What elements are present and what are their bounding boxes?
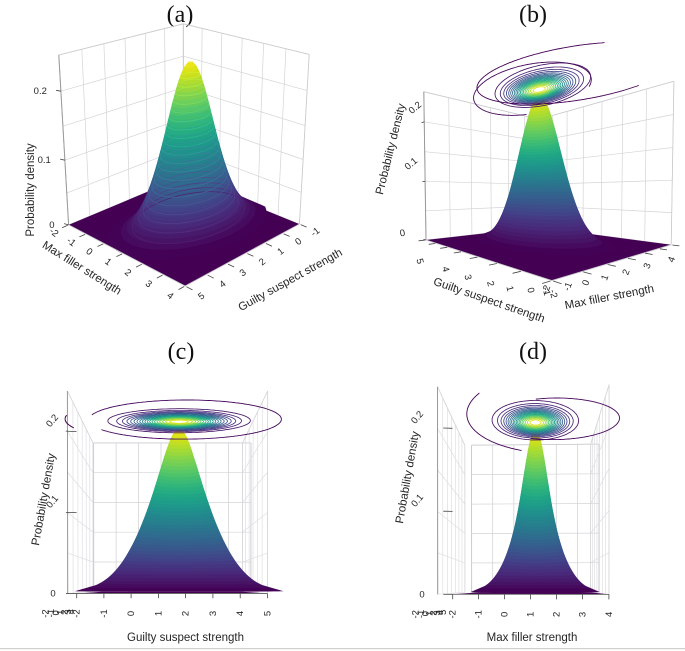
svg-text:2: 2 (181, 611, 192, 616)
svg-text:5: 5 (413, 257, 425, 265)
svg-text:-1: -1 (474, 610, 485, 618)
svg-text:-1: -1 (46, 609, 57, 617)
svg-text:1: 1 (503, 285, 515, 293)
svg-text:4: 4 (439, 265, 451, 273)
svg-text:4: 4 (217, 279, 228, 291)
svg-text:3: 3 (461, 273, 473, 281)
svg-text:-2: -2 (547, 288, 560, 299)
svg-text:0: 0 (51, 610, 62, 615)
svg-text:2: 2 (620, 268, 632, 277)
svg-text:5: 5 (438, 610, 449, 615)
svg-text:1: 1 (102, 256, 113, 268)
svg-text:-1: -1 (64, 235, 77, 249)
svg-text:0: 0 (126, 611, 137, 616)
svg-text:0: 0 (421, 611, 432, 616)
svg-text:Guilty suspect strength: Guilty suspect strength (236, 247, 344, 314)
svg-text:0: 0 (84, 246, 95, 258)
svg-text:1: 1 (599, 273, 611, 282)
svg-text:4: 4 (235, 611, 246, 616)
svg-text:3: 3 (208, 611, 219, 616)
svg-text:0.1: 0.1 (38, 155, 51, 166)
svg-text:Probability density: Probability density (25, 143, 37, 237)
svg-text:4: 4 (666, 255, 678, 264)
svg-text:1: 1 (153, 611, 164, 616)
svg-text:1: 1 (55, 610, 66, 615)
svg-text:0.2: 0.2 (34, 86, 47, 97)
svg-text:-1: -1 (562, 281, 575, 293)
svg-text:0: 0 (580, 279, 592, 288)
svg-text:0: 0 (399, 228, 406, 240)
svg-text:2: 2 (484, 280, 496, 288)
svg-text:-2: -2 (411, 610, 422, 618)
svg-text:1: 1 (275, 246, 286, 258)
svg-text:-2: -2 (540, 284, 553, 296)
svg-text:-1: -1 (540, 286, 553, 297)
svg-text:2: 2 (59, 610, 70, 615)
svg-text:3: 3 (578, 612, 589, 617)
svg-text:2: 2 (551, 612, 562, 617)
svg-text:4: 4 (164, 290, 175, 302)
svg-text:0: 0 (293, 236, 304, 248)
svg-text:0.2: 0.2 (409, 409, 426, 426)
svg-text:0: 0 (419, 589, 424, 600)
svg-text:Guilty suspect strength: Guilty suspect strength (127, 632, 244, 644)
svg-text:2: 2 (122, 267, 133, 279)
svg-text:Probability density: Probability density (394, 430, 422, 524)
svg-text:3: 3 (63, 609, 74, 614)
svg-text:Max filler strength: Max filler strength (487, 632, 578, 644)
svg-text:4: 4 (604, 612, 615, 617)
svg-text:5: 5 (196, 291, 207, 303)
svg-text:3: 3 (432, 610, 443, 615)
svg-text:-1: -1 (99, 609, 110, 617)
svg-text:0.2: 0.2 (44, 412, 61, 429)
svg-text:-2: -2 (72, 609, 83, 617)
svg-text:4: 4 (66, 609, 77, 614)
svg-text:1: 1 (525, 612, 536, 617)
svg-text:2: 2 (428, 610, 439, 615)
svg-text:0: 0 (524, 286, 536, 294)
svg-text:4: 4 (435, 610, 446, 615)
svg-text:Probability density: Probability density (374, 102, 408, 196)
svg-text:Max filler strength: Max filler strength (40, 239, 123, 297)
svg-text:3: 3 (238, 267, 249, 279)
svg-text:2: 2 (257, 256, 268, 268)
svg-text:3: 3 (143, 278, 154, 290)
svg-text:5: 5 (262, 611, 273, 616)
svg-text:0: 0 (50, 589, 55, 600)
svg-text:0: 0 (49, 220, 54, 231)
svg-text:0.1: 0.1 (403, 156, 420, 173)
svg-text:-2: -2 (41, 609, 52, 617)
svg-text:Max filler strength: Max filler strength (564, 283, 655, 312)
svg-text:3: 3 (642, 262, 654, 271)
svg-text:0.2: 0.2 (407, 100, 424, 117)
svg-text:-1: -1 (416, 610, 427, 618)
svg-text:1: 1 (425, 611, 436, 616)
svg-text:0.1: 0.1 (409, 492, 426, 509)
svg-text:-1: -1 (309, 225, 322, 239)
svg-text:0: 0 (499, 612, 510, 617)
svg-text:-2: -2 (448, 610, 459, 618)
